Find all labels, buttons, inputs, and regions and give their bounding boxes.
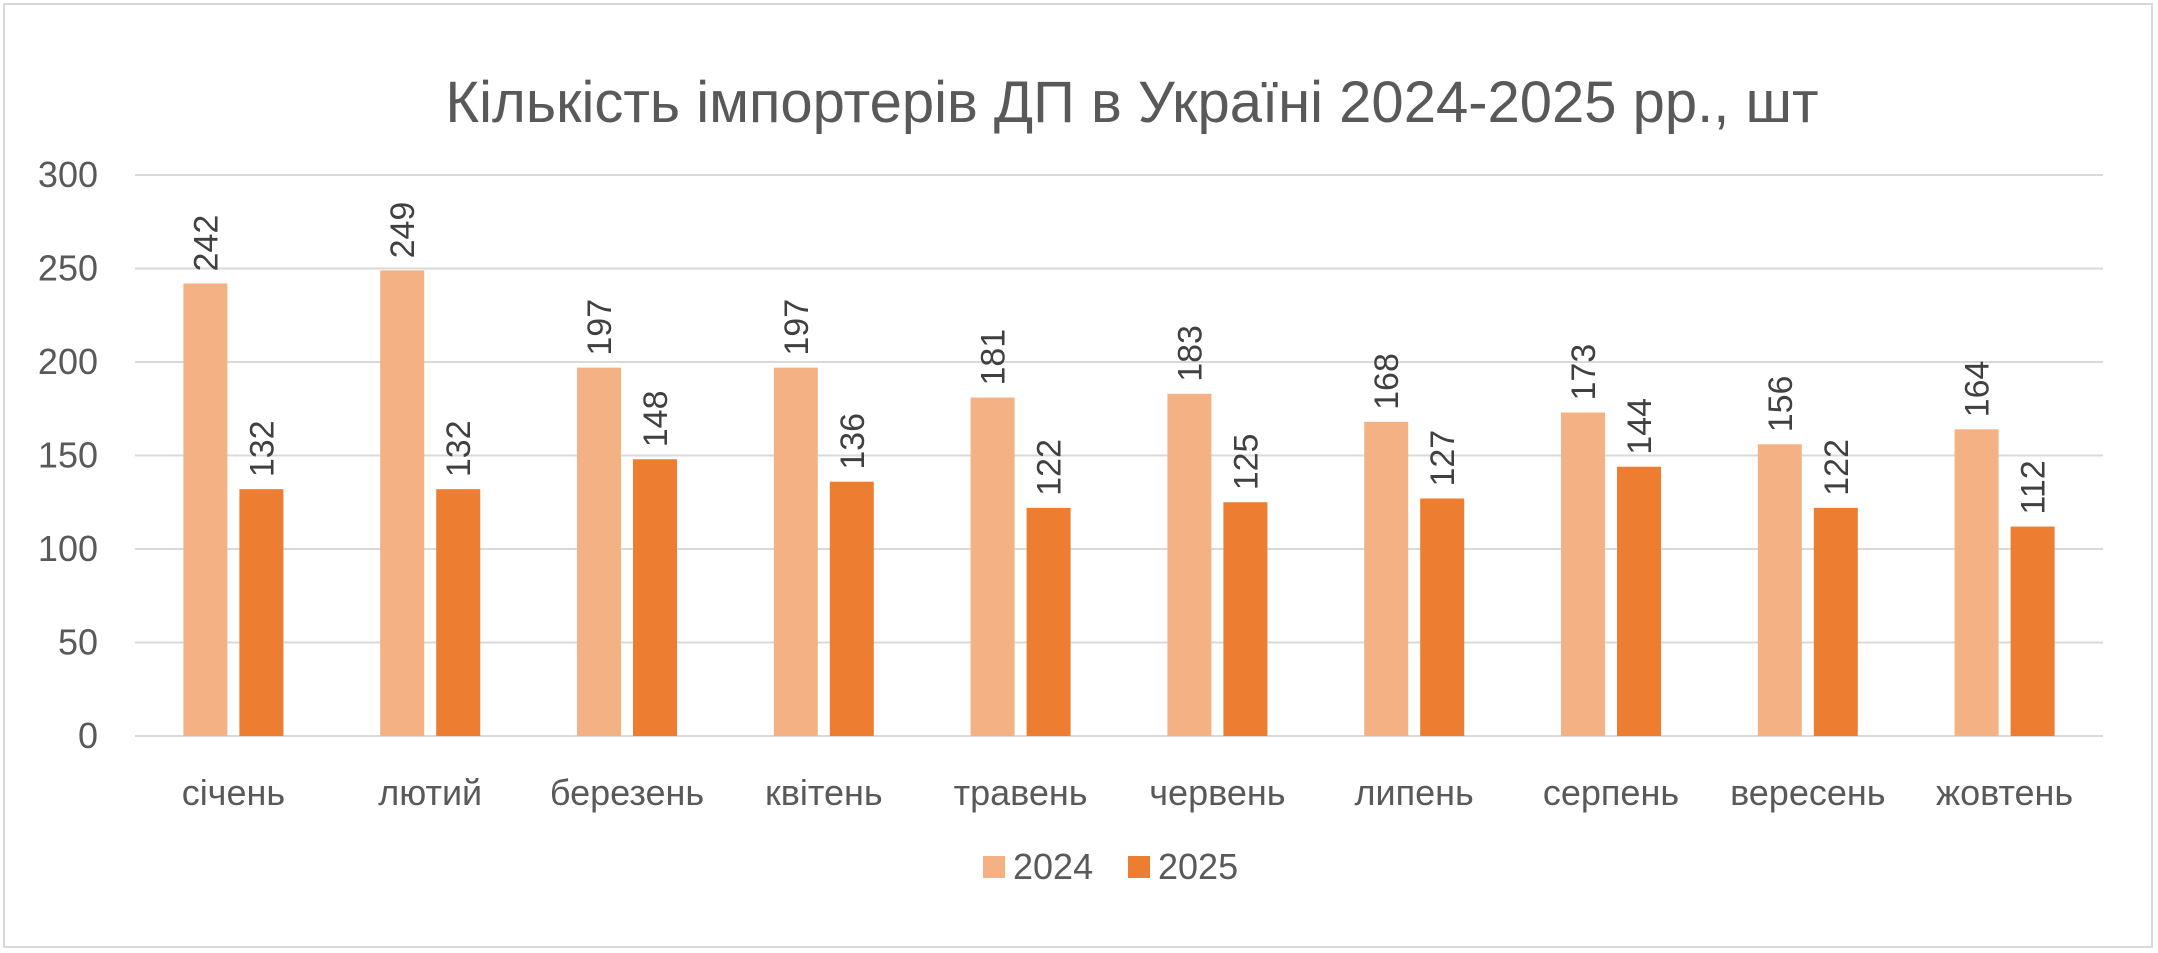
y-axis-ticks: 0 50 100 150 200 250 300 — [38, 154, 98, 756]
bar-2025 — [829, 481, 874, 736]
bar-2024 — [1561, 412, 1605, 736]
bar-2024 — [577, 367, 621, 736]
data-label-2025: 132 — [440, 420, 478, 477]
bar-2025 — [1617, 466, 1661, 736]
y-tick-label: 300 — [38, 154, 98, 195]
bar-2024 — [183, 283, 228, 736]
x-category-label: жовтень — [1936, 772, 2073, 813]
data-label-2024: 249 — [384, 202, 422, 259]
bar-2025 — [436, 489, 481, 736]
bar-2025 — [1813, 507, 1858, 736]
bar-2025 — [1026, 507, 1071, 736]
data-label-2024: 156 — [1762, 376, 1800, 433]
bar-2024 — [1364, 421, 1409, 736]
y-tick-label: 150 — [38, 435, 98, 476]
y-tick-label: 100 — [38, 528, 98, 569]
data-label-2024: 197 — [581, 299, 619, 356]
legend: 2024 2025 — [983, 846, 1238, 887]
bar-2025 — [633, 459, 677, 736]
bar-2024 — [773, 367, 818, 736]
bar-2025 — [2010, 526, 2055, 736]
bar-2024 — [1954, 429, 1999, 736]
chart-title: Кількість імпортерів ДП в Україні 2024-2… — [445, 70, 1818, 135]
y-tick-label: 50 — [58, 622, 98, 663]
bar-2025 — [239, 489, 284, 736]
x-category-label: червень — [1149, 772, 1285, 813]
data-label-2024: 197 — [778, 299, 816, 356]
x-category-label: вересень — [1730, 772, 1885, 813]
y-tick-label: 0 — [78, 715, 98, 756]
data-label-2025: 122 — [1818, 439, 1856, 496]
data-label-2025: 148 — [637, 391, 675, 448]
data-label-2024: 164 — [1959, 361, 1997, 418]
bar-2024 — [380, 270, 425, 736]
x-category-label: березень — [550, 772, 704, 813]
data-label-2024: 173 — [1565, 344, 1603, 401]
legend-swatch-2024 — [983, 856, 1005, 878]
x-axis-categories: січень лютий березень квітень травень червень… — [182, 772, 2074, 813]
bar-2024 — [970, 397, 1015, 736]
y-tick-label: 250 — [38, 248, 98, 289]
bar-2025 — [1223, 502, 1268, 736]
x-category-label: липень — [1355, 772, 1474, 813]
data-label-2024: 183 — [1171, 325, 1209, 382]
x-category-label: січень — [182, 772, 285, 813]
data-label-2025: 144 — [1621, 398, 1659, 455]
data-label-2025: 112 — [2015, 460, 2053, 514]
data-label-2024: 242 — [187, 215, 225, 272]
y-tick-label: 200 — [38, 341, 98, 382]
data-label-2024: 168 — [1368, 353, 1406, 410]
data-label-2025: 127 — [1424, 430, 1462, 487]
bars — [183, 270, 2055, 736]
gridlines — [135, 174, 2103, 737]
data-label-2025: 132 — [243, 420, 281, 477]
data-label-2024: 181 — [975, 329, 1013, 386]
legend-label-2024: 2024 — [1013, 846, 1093, 887]
bar-2024 — [1167, 393, 1212, 736]
legend-label-2025: 2025 — [1158, 846, 1238, 887]
x-category-label: травень — [954, 772, 1088, 813]
x-category-label: лютий — [378, 772, 482, 813]
data-labels: 242 132 249 132 197 148 197 136 181 122 183 125 168 1… — [187, 202, 2052, 515]
legend-swatch-2025 — [1128, 856, 1150, 878]
data-label-2025: 122 — [1031, 439, 1069, 496]
x-category-label: серпень — [1543, 772, 1679, 813]
x-category-label: квітень — [765, 772, 883, 813]
data-label-2025: 125 — [1227, 434, 1265, 491]
data-label-2025: 136 — [834, 413, 872, 470]
bar-2025 — [1420, 498, 1465, 736]
bar-2024 — [1757, 444, 1802, 736]
